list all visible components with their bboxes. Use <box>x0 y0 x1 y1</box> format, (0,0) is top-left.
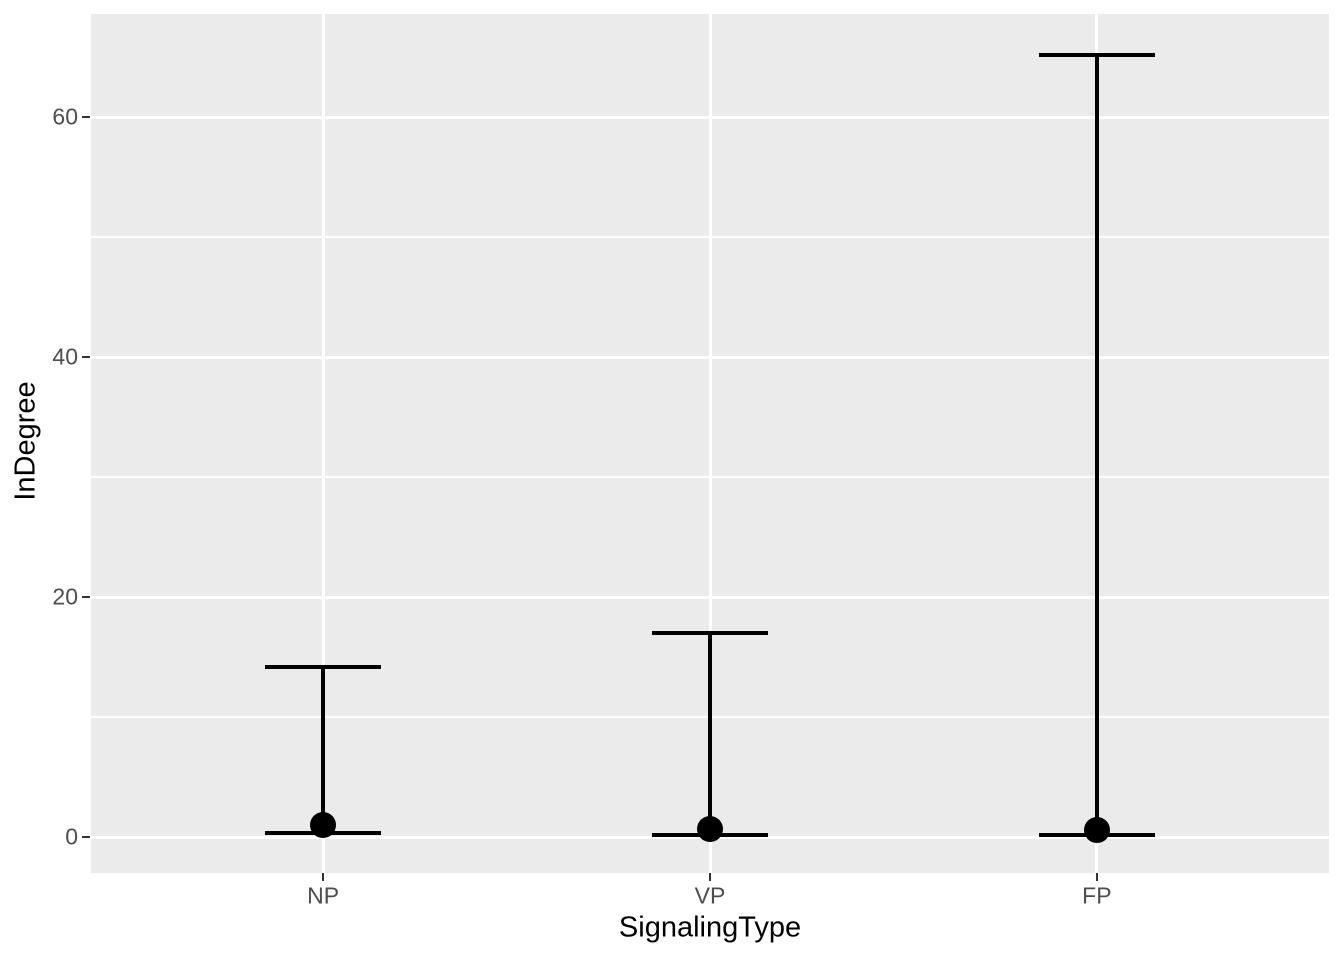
pointrange-FP-stem <box>1094 54 1099 835</box>
x-axis-title: SignalingType <box>618 911 802 944</box>
x-tick-label-NP: NP <box>307 882 340 909</box>
pointrange-VP-max-cap <box>652 631 768 636</box>
pointrange-NP-max-cap <box>265 664 382 669</box>
y-axis-title: InDegree <box>9 381 42 501</box>
y-tick-mark-60 <box>82 115 90 119</box>
x-tick-mark-VP <box>708 873 712 881</box>
pointrange-NP-point <box>310 812 337 838</box>
x-tick-label-FP: FP <box>1082 882 1112 909</box>
plot-panel <box>91 14 1329 873</box>
x-tick-mark-NP <box>321 873 325 881</box>
pointrange-FP-max-cap <box>1038 52 1155 57</box>
y-tick-mark-40 <box>82 355 90 359</box>
pointrange-VP-stem <box>708 633 712 835</box>
gridline-major-x-NP <box>321 14 325 873</box>
pointrange-NP-stem <box>321 666 326 834</box>
y-tick-label-20: 20 <box>52 583 78 610</box>
y-tick-mark-0 <box>82 835 90 839</box>
pointrange-VP-point <box>697 815 723 842</box>
pointrange-FP-point <box>1083 816 1110 843</box>
x-tick-label-VP: VP <box>694 882 726 909</box>
y-tick-label-0: 0 <box>65 823 78 850</box>
y-tick-label-40: 40 <box>52 343 78 370</box>
x-tick-mark-FP <box>1095 873 1099 881</box>
gridline-major-x-VP <box>708 14 712 873</box>
y-tick-mark-20 <box>82 595 90 599</box>
y-tick-label-60: 60 <box>52 103 78 130</box>
